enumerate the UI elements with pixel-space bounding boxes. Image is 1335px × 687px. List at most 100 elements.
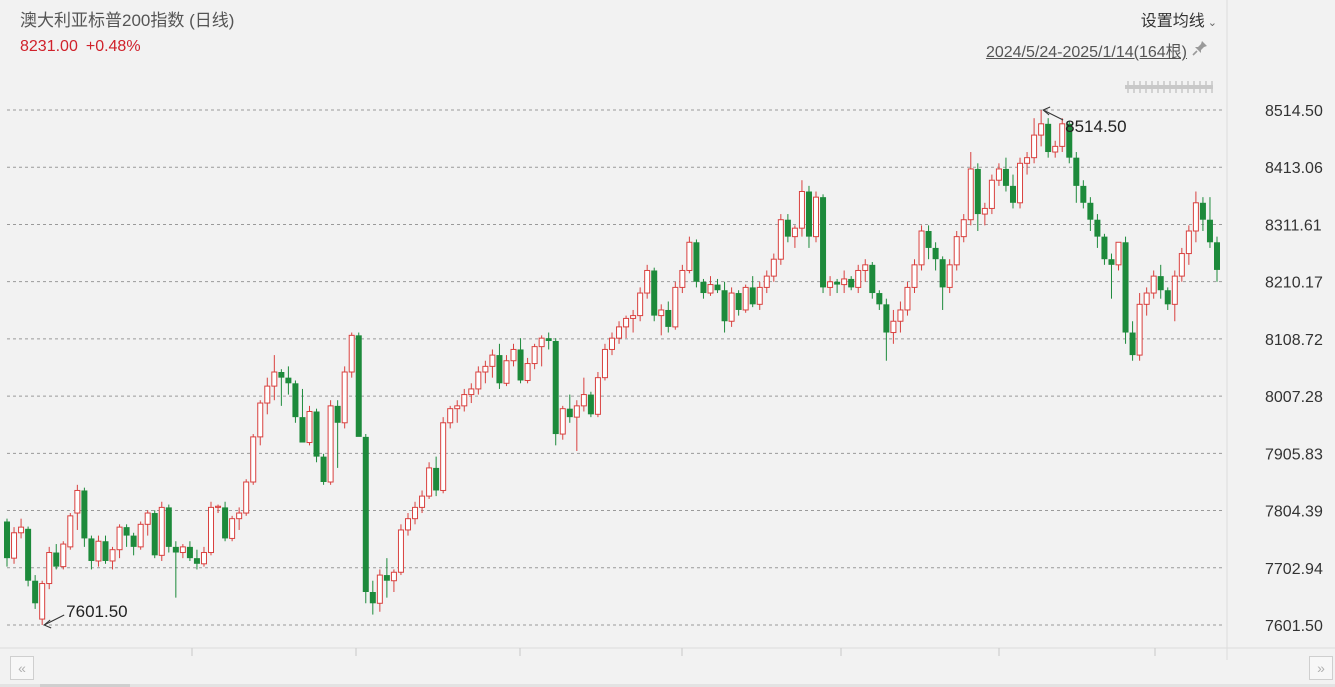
candle-body-up [116,526,123,551]
candle-body-down [1073,157,1080,186]
time-ruler-handle[interactable] [1125,80,1213,93]
date-range-link[interactable]: 2024/5/24-2025/1/14(164根) [985,44,1187,61]
candle-body-down [369,592,376,604]
x-tick: 09 [519,648,521,656]
candle [390,569,397,593]
candle-body-up [1171,275,1178,305]
candle-body-up [918,230,925,266]
x-tick: 07 [191,648,193,656]
candle-body-down [130,535,137,547]
annotation-label: 8514.50 [1065,117,1126,136]
candle-body-up [707,284,714,294]
candle-body-down [320,456,327,483]
candle [897,301,904,333]
pin-icon[interactable] [1191,39,1209,62]
candle [995,163,1002,186]
candle [1087,197,1094,231]
candle [784,214,791,243]
candle [39,580,46,625]
scrollbar-thumb[interactable] [40,684,130,687]
candle-body-down [285,377,292,384]
candle-body-up [573,405,580,418]
candle-body-down [784,219,791,237]
candle-body-down [925,230,932,248]
candle-body-up [995,168,1002,181]
candle [144,510,151,536]
y-tick-label: 8311.61 [1265,217,1322,234]
candle-body-up [623,317,630,328]
candle-body-up [524,363,531,381]
candle [130,532,137,556]
candle [1038,110,1045,147]
candle-body-up [440,422,447,491]
candle [517,338,524,384]
candle-body-down [186,546,193,559]
grid-lines [0,0,1335,660]
candle [200,546,207,567]
ma-settings-button[interactable]: 设置均线 ⌄ [1141,7,1217,31]
candle [285,366,292,395]
candlestick-chart[interactable]: 8514.50 8413.06 8311.61 8210.17 8108.72 8007.… [0,0,1335,660]
double-chevron-right-icon[interactable]: » [1309,656,1333,680]
candle [1150,270,1157,299]
candle-body-up [404,518,411,531]
candle-body-up [419,495,426,508]
candle-body-up [200,552,207,565]
candle-body-up [609,337,615,350]
candle [243,479,250,516]
candle [264,377,271,415]
candle-body-up [890,320,897,334]
candle [447,405,454,429]
candle-body-down [1199,202,1206,220]
double-chevron-left-icon[interactable]: « [10,656,34,680]
candle [250,434,257,485]
arrow-head [1042,106,1051,116]
candle-body-up [412,506,419,520]
candle [869,262,876,299]
candle-body-up [531,346,538,365]
candle-body-down [278,372,285,378]
candle-body-up [229,518,236,539]
candle [813,191,820,243]
candle-body-down [383,575,390,581]
candle [299,388,306,443]
candle [503,355,510,387]
candle-body-up [1192,202,1199,232]
candle-body-up [967,168,974,221]
high-annotation: 8514.50 [1042,106,1127,136]
scrollbar-track[interactable] [0,684,1335,687]
candle [538,335,545,367]
candle-body-down [292,383,299,418]
candle [348,332,355,378]
candle-body-up [510,348,517,362]
candle [1031,118,1038,164]
candle [1066,120,1073,164]
candle [489,349,496,378]
candle-body-down [1206,219,1213,243]
candle-body-down [1157,276,1164,291]
candle [88,535,95,570]
change-percent: +0.48% [85,38,141,55]
y-tick-label: 8413.06 [1265,160,1323,177]
candle [531,343,538,370]
candle [1136,293,1143,361]
candle-body-down [545,338,552,341]
candle-body-down [4,521,10,559]
candle [820,194,827,294]
candle [644,264,651,299]
candle-body-down [32,580,39,604]
candle [222,501,229,542]
x-axis-labels: 060708091011122025 [191,648,1156,656]
candle [1017,157,1024,209]
candle [341,366,348,429]
candle [292,380,299,423]
candle [271,355,278,401]
candle [1094,214,1101,248]
candle-body-up [1017,162,1024,204]
candle [376,569,383,612]
candle-body-down [700,281,707,294]
candle [1122,236,1129,344]
candle-body-down [974,168,981,215]
candle [862,259,869,282]
candle-body-up [911,264,918,288]
